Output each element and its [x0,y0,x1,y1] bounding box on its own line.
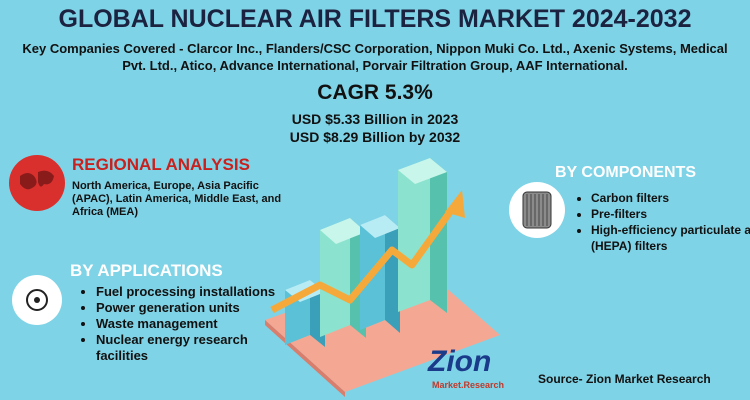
world-map [20,170,54,190]
list-item: Pre-filters [591,206,750,222]
logo-tagline: Market.Research [432,380,505,390]
list-item: Carbon filters [591,190,750,206]
list-item: Waste management [96,316,296,332]
application-list: Fuel processing installations Power gene… [78,284,296,364]
region-text: North America, Europe, Asia Pacific (APA… [72,180,282,218]
list-item: Fuel processing installations [96,284,296,300]
list-item: High-efficiency particulate air (HEPA) f… [591,222,750,254]
section-title: BY COMPONENTS [555,164,697,181]
bars [285,158,447,347]
market-size: USD $5.33 Billion in 2023 [291,111,459,127]
key-companies: Key Companies Covered - Clarcor Inc., Fl… [22,41,728,73]
component-list: Carbon filters Pre-filters High-efficien… [573,190,750,254]
list-item: Nuclear energy research facilities [96,332,296,364]
source: Source- Zion Market Research [538,372,711,386]
list-item: Power generation units [96,300,296,316]
cagr: CAGR 5.3% [317,81,433,104]
logo: Zion [428,345,492,378]
section-title: REGIONAL ANALYSIS [72,155,250,174]
arrow-head [445,190,465,218]
region-icon [9,155,65,211]
section-title: BY APPLICATIONS [70,261,223,280]
trend-arrow [270,202,458,314]
filter [522,191,552,229]
market-size: USD $8.29 Billion by 2032 [289,129,461,145]
title: GLOBAL NUCLEAR AIR FILTERS MARKET 2024-2… [58,5,692,33]
